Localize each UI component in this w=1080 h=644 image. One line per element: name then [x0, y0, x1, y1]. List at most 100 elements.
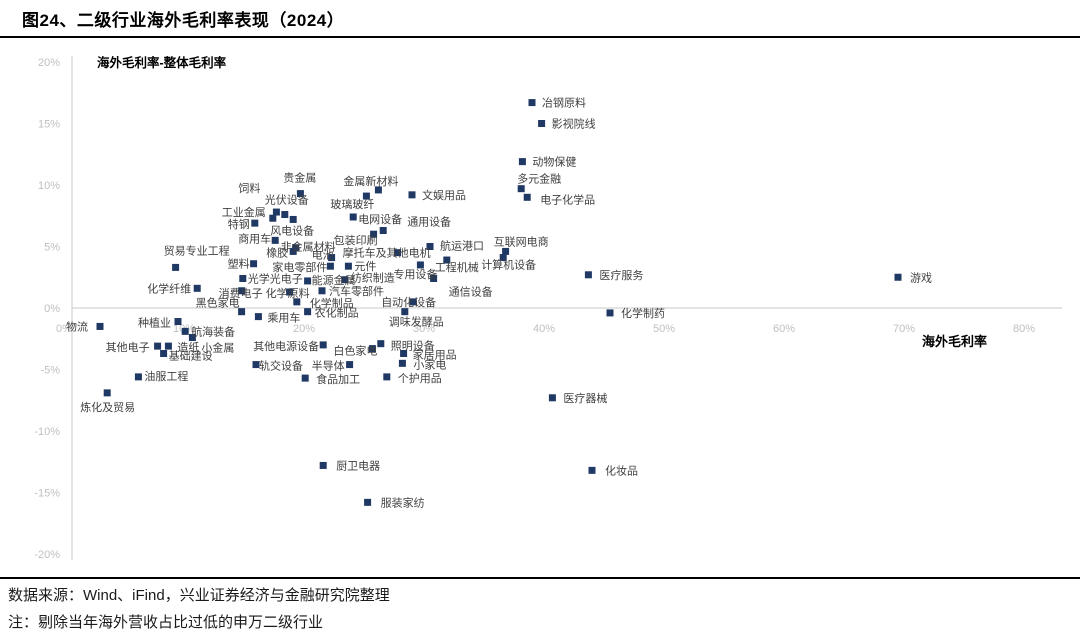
- scatter-point-label: 电池: [312, 249, 334, 262]
- x-axis-tick-label: 40%: [533, 323, 555, 335]
- scatter-point-marker: [383, 373, 391, 381]
- y-axis-title: 海外毛利率-整体毛利率: [97, 55, 227, 70]
- scatter-point-marker: [164, 342, 172, 350]
- scatter-point-label: 摩托车及其他电机: [343, 246, 431, 260]
- scatter-plot-svg: 20%15%10%5%0%-5%-10%-15%-20%0%10%20%30%4…: [34, 55, 1062, 561]
- scatter-point-marker: [154, 342, 162, 350]
- scatter-point-marker: [301, 374, 309, 382]
- scatter-point-label: 通信设备: [449, 284, 493, 298]
- scatter-point-label: 其他电源设备: [253, 339, 319, 353]
- scatter-point-marker: [394, 249, 402, 257]
- scatter-point-marker: [400, 350, 408, 358]
- scatter-point-label: 非金属材料: [281, 240, 336, 254]
- exclusion-note: 注：剔除当年海外营收占比过低的申万二级行业: [8, 614, 324, 631]
- y-axis-tick-label: 0%: [44, 303, 60, 315]
- scatter-point-marker: [289, 215, 297, 223]
- scatter-point-marker: [408, 191, 416, 199]
- scatter-point-marker: [328, 254, 336, 262]
- scatter-point-marker: [548, 394, 556, 402]
- scatter-point-marker: [289, 247, 297, 255]
- scatter-point-marker: [499, 254, 507, 262]
- scatter-point-label: 光伏设备: [265, 193, 309, 207]
- scatter-point-label: 物流: [66, 319, 88, 333]
- scatter-point-label: 影视院线: [552, 117, 596, 131]
- scatter-point-marker: [103, 389, 111, 397]
- scatter-point-marker: [443, 256, 451, 264]
- scatter-point-marker: [370, 230, 378, 238]
- scatter-point-marker: [528, 99, 536, 107]
- x-axis-tick-label: 30%: [413, 323, 435, 335]
- scatter-point-label: 电网设备: [358, 212, 402, 226]
- scatter-point-label: 油服工程: [144, 369, 188, 383]
- y-axis-tick-label: -10%: [34, 426, 60, 438]
- scatter-point-label: 元件: [354, 260, 376, 273]
- scatter-point-marker: [96, 322, 104, 330]
- y-axis-tick-label: 10%: [38, 180, 60, 192]
- scatter-point-label: 工程机械: [435, 260, 479, 274]
- x-axis-tick-label: 80%: [1013, 323, 1035, 335]
- scatter-point-marker: [181, 327, 189, 335]
- x-axis-title: 海外毛利率: [922, 334, 987, 349]
- scatter-point-label: 种植业: [138, 316, 171, 330]
- scatter-point-marker: [368, 345, 376, 353]
- scatter-point-marker: [349, 213, 357, 221]
- scatter-point-label: 玻璃玻纤: [330, 197, 374, 211]
- scatter-point-marker: [304, 308, 312, 316]
- scatter-point-marker: [409, 298, 417, 306]
- scatter-point-label: 风电设备: [270, 223, 314, 237]
- scatter-point-label: 塑料: [228, 257, 250, 271]
- x-axis-tick-label: 70%: [893, 323, 915, 335]
- scatter-point-marker: [254, 313, 262, 321]
- scatter-point-label: 化妆品: [605, 463, 638, 477]
- scatter-point-marker: [588, 466, 596, 474]
- scatter-point-marker: [296, 190, 304, 198]
- scatter-point-label: 基础建设: [169, 349, 213, 363]
- scatter-point-label: 白色家电: [333, 344, 377, 358]
- y-axis-tick-label: -15%: [34, 488, 60, 500]
- scatter-point-label: 光学光电子: [248, 271, 303, 285]
- scatter-point-label: 饲料: [238, 181, 260, 195]
- scatter-point-marker: [319, 461, 327, 469]
- scatter-point-marker: [160, 350, 168, 358]
- scatter-point-marker: [398, 359, 406, 367]
- scatter-point-marker: [538, 120, 546, 127]
- scatter-point-marker: [362, 192, 370, 200]
- scatter-point-label: 轨交设备: [259, 359, 303, 373]
- scatter-point-label: 小金属: [201, 341, 234, 355]
- scatter-point-label: 动物保健: [532, 155, 576, 169]
- scatter-point-marker: [286, 288, 294, 296]
- scatter-point-marker: [292, 244, 300, 252]
- scatter-point-label: 医疗器械: [563, 391, 607, 405]
- scatter-point-marker: [430, 274, 438, 282]
- x-axis-tick-label: 20%: [293, 323, 315, 335]
- scatter-point-marker: [269, 214, 277, 222]
- x-axis-tick-label: 50%: [653, 323, 675, 335]
- scatter-point-label: 能源金属: [312, 273, 356, 287]
- scatter-point-marker: [319, 341, 327, 349]
- scatter-point-label: 消费电子: [219, 286, 263, 300]
- scatter-point-marker: [341, 276, 349, 284]
- scatter-point-label: 化学制药: [621, 306, 665, 320]
- scatter-point-label: 游戏: [910, 271, 932, 284]
- scatter-point-label: 贵金属: [283, 171, 316, 185]
- scatter-point-marker: [606, 309, 614, 317]
- scatter-point-label: 乘用车: [267, 311, 300, 325]
- scatter-point-label: 照明设备: [391, 339, 435, 353]
- scatter-point-label: 个护用品: [398, 371, 442, 385]
- scatter-point-label: 半导体: [312, 359, 345, 373]
- scatter-point-marker: [523, 193, 531, 201]
- scatter-point-marker: [377, 340, 385, 348]
- scatter-point-label: 医疗服务: [599, 268, 643, 282]
- scatter-point-label: 化学纤维: [147, 281, 191, 295]
- title-underline: [0, 36, 1080, 38]
- scatter-point-marker: [271, 236, 279, 244]
- scatter-point-label: 家电零部件: [272, 260, 327, 274]
- scatter-point-label: 纺织制造: [351, 271, 395, 285]
- scatter-point-label: 黑色家电: [196, 296, 240, 310]
- scatter-point-marker: [318, 287, 326, 295]
- scatter-point-marker: [252, 361, 260, 369]
- scatter-point-marker: [193, 284, 201, 292]
- scatter-point-marker: [134, 373, 142, 381]
- scatter-point-label: 金属新材料: [343, 174, 398, 188]
